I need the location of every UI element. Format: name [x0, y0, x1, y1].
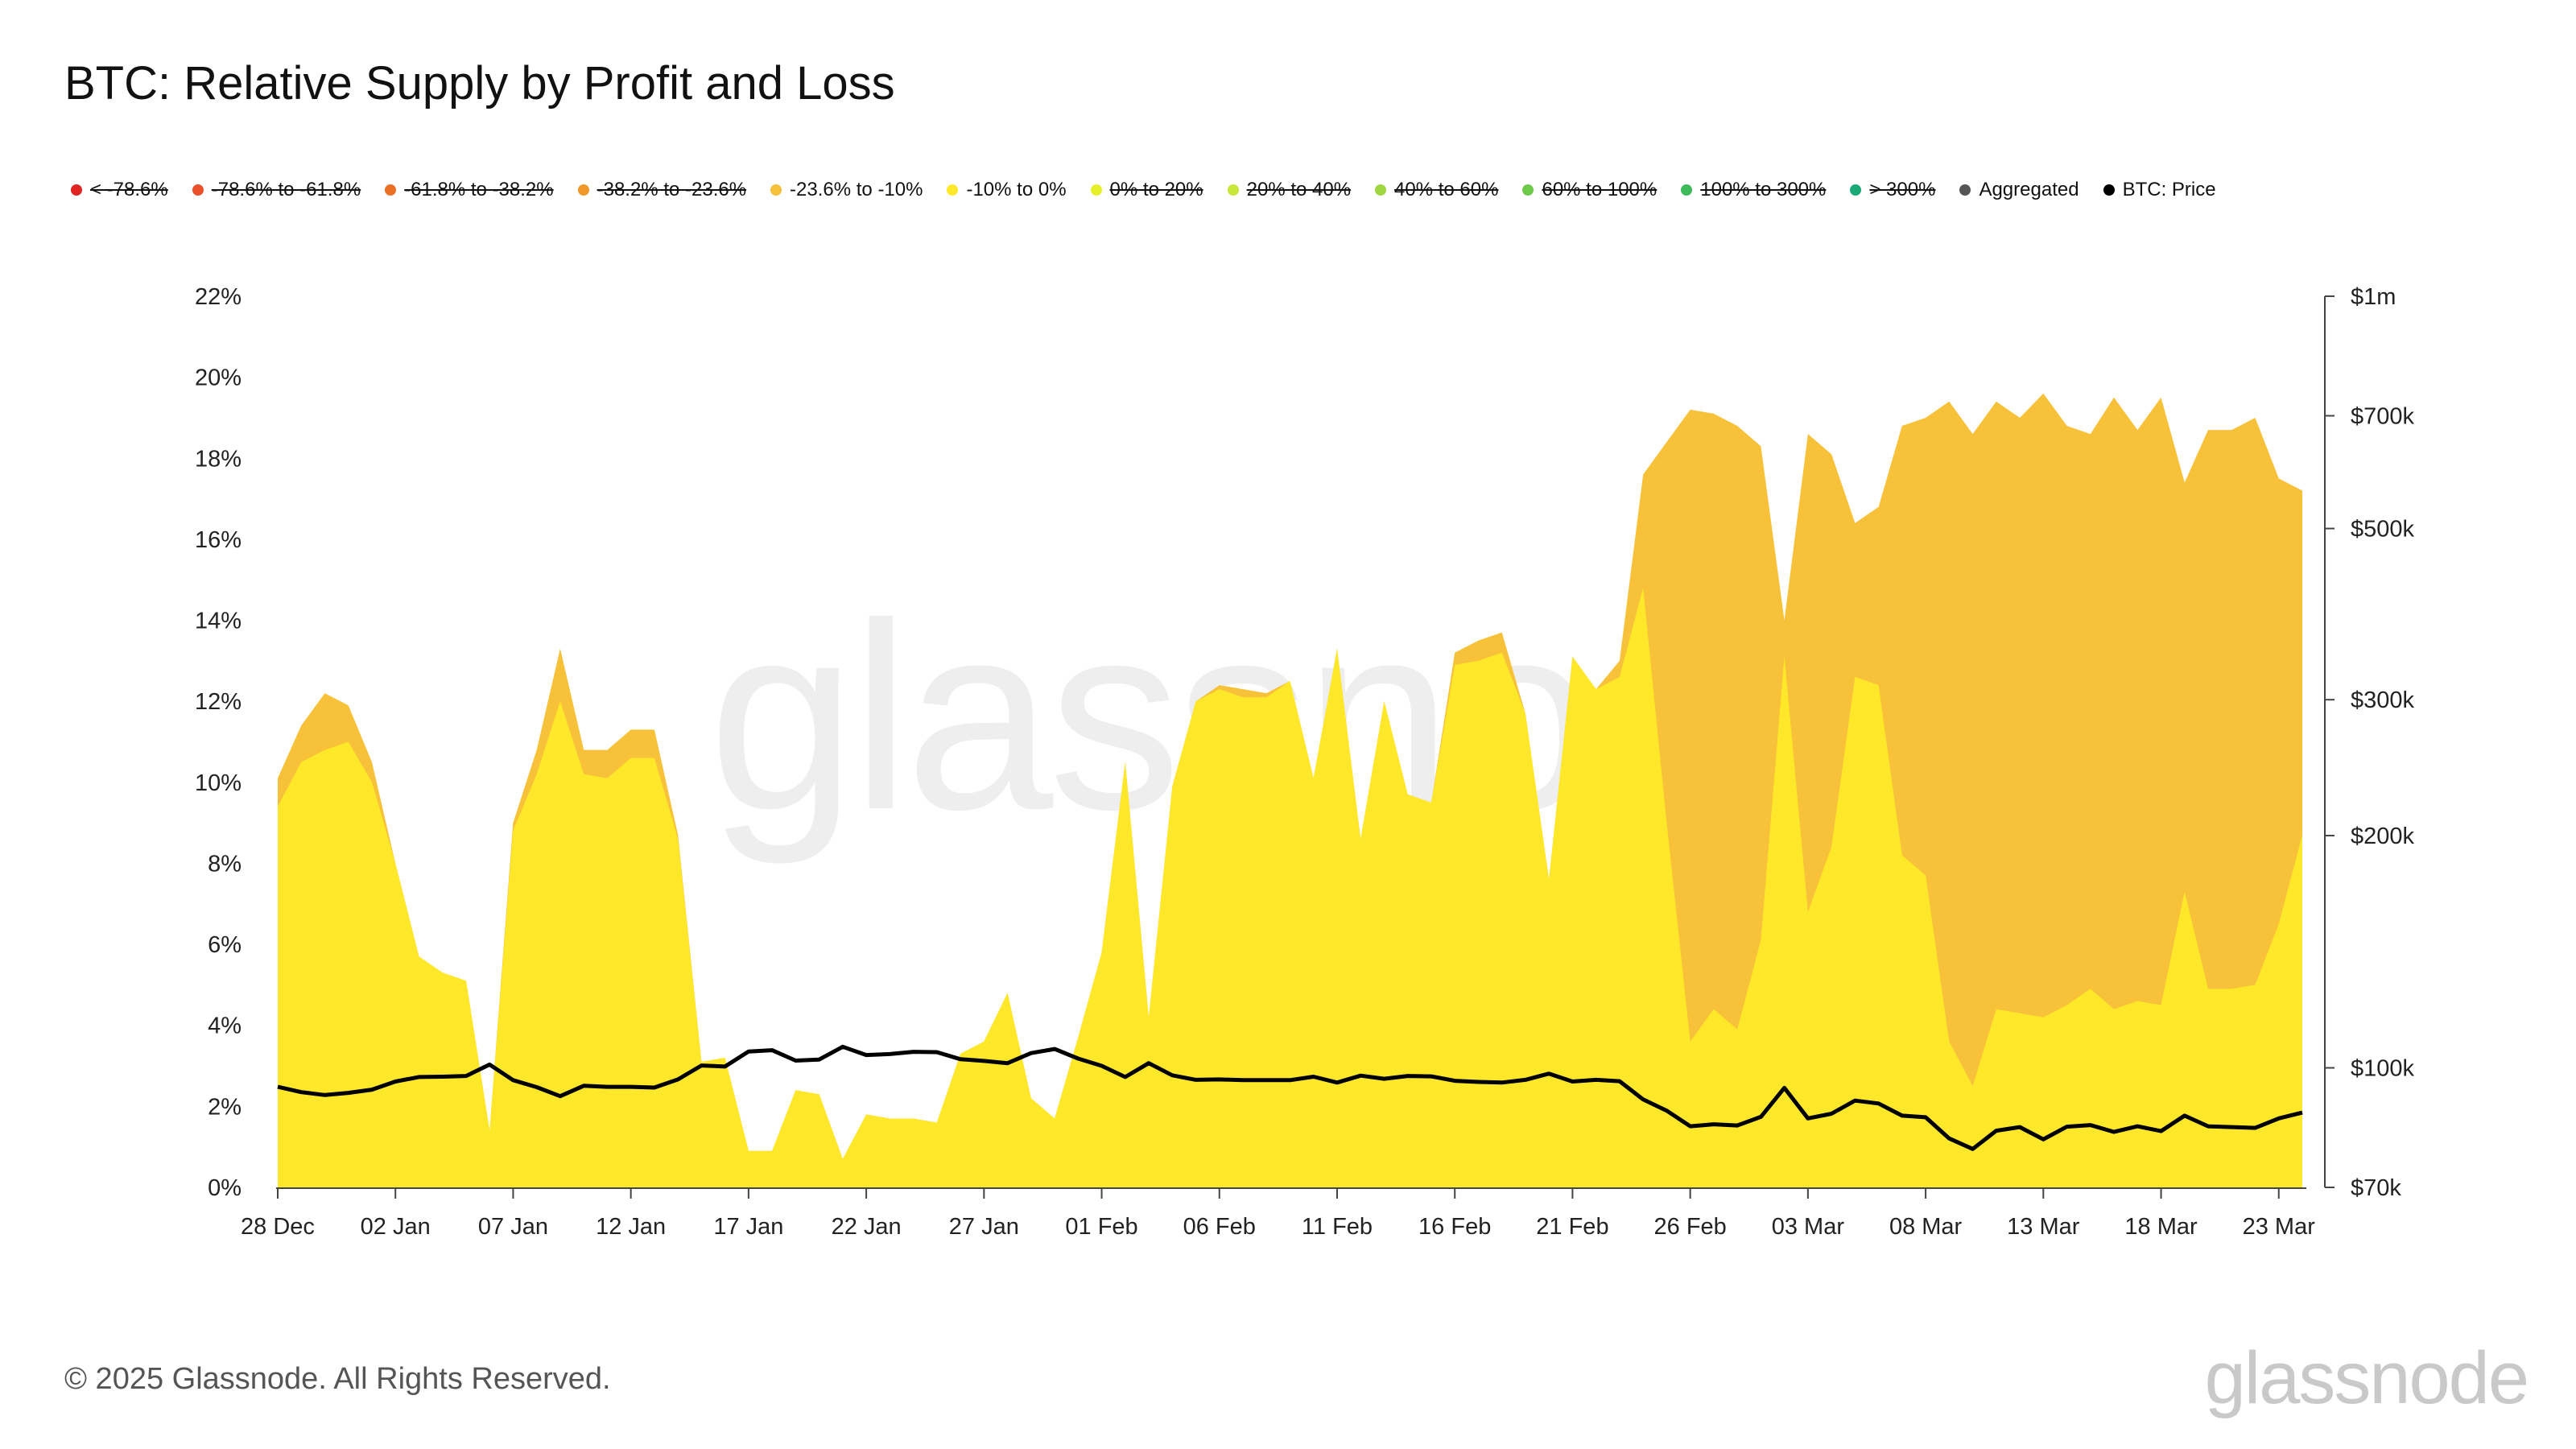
x-tick-label: 12 Jan: [596, 1214, 666, 1240]
x-tick-label: 27 Jan: [949, 1214, 1019, 1240]
legend-dot-icon: [1090, 184, 1102, 196]
price-line-layer: [277, 1044, 2303, 1151]
legend-item[interactable]: -23.6% to -10%: [770, 179, 923, 201]
legend-item[interactable]: Aggregated: [1959, 179, 2079, 201]
y-left-tick-label: 12%: [195, 689, 242, 715]
legend-dot-icon: [1375, 184, 1387, 196]
y-right-tick-label: $500k: [2351, 517, 2415, 543]
legend-dot-icon: [1522, 184, 1534, 196]
legend-item[interactable]: -78.6% to -61.8%: [192, 179, 361, 201]
y-left-tick-label: 0%: [208, 1175, 242, 1201]
x-tick-label: 26 Feb: [1654, 1214, 1727, 1240]
x-tick-label: 03 Mar: [1772, 1214, 1845, 1240]
legend-item[interactable]: -38.2% to -23.6%: [577, 179, 747, 201]
legend-item[interactable]: 40% to 60%: [1375, 179, 1498, 201]
y-right-tick-label: $100k: [2351, 1056, 2415, 1082]
legend-label: < -78.6%: [90, 179, 168, 200]
x-tick-label: 13 Mar: [2007, 1214, 2080, 1240]
legend-dot-icon: [947, 184, 959, 196]
legend-dot-icon: [1850, 184, 1862, 196]
legend-dot-icon: [577, 184, 589, 196]
legend-dot-icon: [1227, 184, 1239, 196]
x-tick-label: 01 Feb: [1065, 1214, 1137, 1240]
y-left-tick-label: 14%: [195, 609, 242, 634]
y-right-tick-label: $300k: [2351, 687, 2415, 713]
legend-item[interactable]: 20% to 40%: [1227, 179, 1352, 201]
x-tick-label: 17 Jan: [713, 1214, 783, 1240]
y-left-tick-label: 8%: [208, 851, 242, 877]
area-series--10-to-0-: [278, 588, 2302, 1187]
legend: < -78.6% -78.6% to -61.8% -61.8% to -38.2%…: [71, 179, 2534, 201]
legend-dot-icon: [385, 184, 397, 196]
y-left-tick-label: 2%: [208, 1094, 242, 1120]
legend-label: 60% to 100%: [1542, 179, 1657, 200]
x-tick-label: 11 Feb: [1302, 1214, 1373, 1240]
y-right-tick-label: $1m: [2351, 284, 2396, 310]
y-left-tick-label: 16%: [195, 527, 242, 553]
x-tick-label: 07 Jan: [478, 1214, 548, 1240]
x-tick-label: 22 Jan: [832, 1214, 902, 1240]
legend-label: -23.6% to -10%: [790, 179, 923, 200]
legend-dot-icon: [1681, 184, 1693, 196]
legend-item[interactable]: -10% to 0%: [947, 179, 1067, 201]
copyright-footer: © 2025 Glassnode. All Rights Reserved.: [64, 1362, 611, 1396]
legend-item[interactable]: -61.8% to -38.2%: [385, 179, 554, 201]
axes-layer: 0% 2% 4% 6% 8% 10% 12% 14% 16% 18% 20% 22% $70k $100k…: [195, 284, 2415, 1240]
y-left-tick-label: 4%: [208, 1013, 242, 1039]
legend-label: -61.8% to -38.2%: [404, 179, 554, 200]
btc-price-line: [277, 1044, 2303, 1151]
y-left-tick-label: 22%: [195, 284, 242, 310]
legend-item[interactable]: < -78.6%: [71, 179, 168, 201]
y-right-tick-label: $200k: [2351, 824, 2415, 849]
y-left-tick-label: 10%: [195, 770, 242, 796]
legend-dot-icon: [770, 184, 782, 196]
area-layer: [278, 393, 2302, 1187]
x-tick-label: 08 Mar: [1889, 1214, 1963, 1240]
legend-item[interactable]: 60% to 100%: [1522, 179, 1657, 201]
legend-label: BTC: Price: [2122, 179, 2216, 200]
legend-label: 40% to 60%: [1394, 179, 1499, 200]
legend-label: > 300%: [1869, 179, 1936, 200]
legend-label: 100% to 300%: [1700, 179, 1827, 200]
legend-label: -38.2% to -23.6%: [597, 179, 747, 200]
x-tick-label: 28 Dec: [241, 1214, 315, 1240]
legend-item[interactable]: BTC: Price: [2103, 179, 2216, 201]
legend-dot-icon: [1959, 184, 1971, 196]
x-tick-label: 23 Mar: [2243, 1214, 2316, 1240]
chart-title: BTC: Relative Supply by Profit and Loss: [64, 57, 895, 109]
legend-dot-icon: [71, 184, 82, 196]
legend-dot-icon: [192, 184, 204, 196]
y-left-tick-label: 20%: [195, 365, 242, 391]
y-right-tick-label: $700k: [2351, 403, 2415, 429]
y-right-tick-label: $70k: [2351, 1175, 2401, 1201]
x-tick-label: 16 Feb: [1418, 1214, 1491, 1240]
legend-label: Aggregated: [1979, 179, 2079, 200]
legend-item[interactable]: 0% to 20%: [1090, 179, 1203, 201]
legend-label: -78.6% to -61.8%: [211, 179, 361, 200]
x-tick-label: 18 Mar: [2124, 1214, 2198, 1240]
legend-label: -10% to 0%: [966, 179, 1067, 200]
legend-item[interactable]: > 300%: [1850, 179, 1935, 201]
y-left-tick-label: 18%: [195, 446, 242, 472]
legend-label: 0% to 20%: [1109, 179, 1203, 200]
x-tick-label: 06 Feb: [1183, 1214, 1256, 1240]
y-left-tick-label: 6%: [208, 932, 242, 958]
legend-label: 20% to 40%: [1246, 179, 1352, 200]
x-tick-label: 21 Feb: [1536, 1214, 1608, 1240]
x-tick-label: 02 Jan: [361, 1214, 431, 1240]
legend-item[interactable]: 100% to 300%: [1681, 179, 1826, 201]
legend-dot-icon: [2103, 184, 2115, 196]
glassnode-logo: glassnode: [2204, 1337, 2529, 1419]
